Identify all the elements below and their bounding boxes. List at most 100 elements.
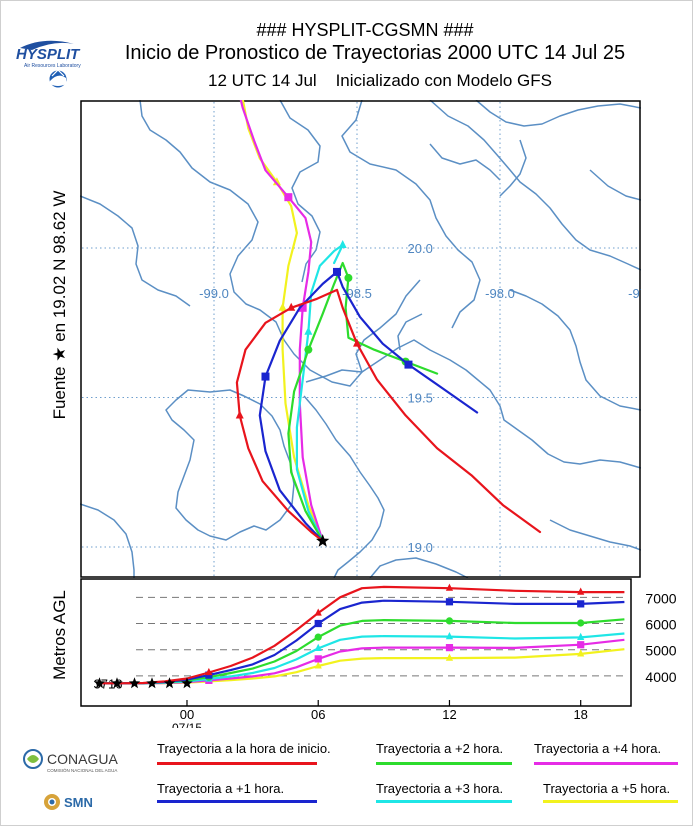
- map-lat-label: 19.0: [408, 540, 433, 555]
- map-boundary: [80, 503, 135, 578]
- source-label-container: Fuente ★ en 19.02 N 98.62 W: [40, 140, 80, 470]
- map-lat-label: 19.5: [408, 391, 433, 406]
- track-marker-t0: [287, 302, 296, 311]
- altitude-marker-t1: [205, 671, 213, 679]
- map-boundary: [369, 557, 469, 578]
- hysplit-logo: HYSPLIT Air Resources Laboratory: [14, 34, 86, 97]
- map-lon-label: -98.0: [485, 286, 515, 301]
- map-boundary: [165, 389, 295, 541]
- altitude-marker-t0: [205, 667, 213, 676]
- track-marker-t0: [235, 410, 244, 419]
- altitude-source-star: [163, 677, 176, 689]
- altitude-marker-t0: [314, 608, 322, 616]
- altitude-marker-t1: [445, 598, 454, 606]
- map-boundary: [305, 339, 641, 469]
- altitude-source-star: [128, 677, 141, 689]
- track-marker-t3: [304, 326, 313, 335]
- altitude-ytick-label: 4000: [645, 669, 676, 685]
- map-boundary: [303, 395, 385, 578]
- hysplit-logo-subtext: Air Resources Laboratory: [24, 63, 81, 69]
- altitude-marker-t3: [577, 632, 585, 641]
- altitude-marker-t3: [314, 643, 322, 652]
- altitude-ytick-label: 5000: [645, 643, 676, 659]
- altitude-source-star: [181, 677, 193, 689]
- altitude-line-t4: [99, 638, 625, 685]
- map-boundary: [397, 313, 423, 351]
- map-gridlines: [80, 100, 641, 578]
- altitude-ytick-label: 6000: [645, 617, 676, 633]
- map-boundary: [341, 100, 481, 329]
- title-line-1: ### HYSPLIT-CGSMN ###: [256, 20, 474, 40]
- legend-label-t0: Trayectoria a la hora de inicio.: [157, 741, 331, 756]
- map-boundary: [475, 100, 641, 127]
- altitude-marker-t4: [577, 641, 585, 649]
- track-line-t4: [239, 100, 324, 543]
- map-source-star: [316, 534, 330, 547]
- trajectory-map: -99.0-98.5-98.0-97.520.019.519.0: [80, 100, 641, 578]
- trajectory-tracks: [235, 100, 542, 547]
- smn-logo: SMN: [40, 788, 110, 823]
- altitude-marker-t1: [577, 600, 585, 608]
- altitude-marker-t2: [577, 619, 585, 627]
- map-grid-labels: -99.0-98.5-98.0-97.520.019.519.0: [199, 241, 641, 555]
- track-line-t0: [235, 288, 542, 543]
- altitude-marker-t0: [577, 587, 585, 595]
- track-marker-t3: [338, 240, 347, 249]
- track-marker-t1: [332, 267, 341, 276]
- altitude-xtick-label: 06: [311, 707, 325, 722]
- altitude-xdate-label: 07/15: [172, 721, 202, 728]
- altitude-marker-t4: [445, 644, 454, 652]
- map-boundary: [80, 195, 191, 307]
- map-boundary: [549, 519, 641, 551]
- map-boundary: [139, 100, 421, 387]
- legend-swatch-t3: [376, 800, 512, 803]
- map-lat-label: 20.0: [408, 241, 433, 256]
- track-marker-t5: [272, 177, 281, 186]
- conagua-logo-text: CONAGUA: [47, 751, 118, 767]
- legend-label-t2: Trayectoria a +2 hora.: [376, 741, 504, 756]
- legend-swatch-t4: [534, 762, 678, 765]
- map-lon-label: -97.5: [628, 286, 641, 301]
- track-line-t5: [241, 100, 324, 543]
- map-boundary: [589, 169, 641, 201]
- title-line-2: Inicio de Pronostico de Trayectorias 200…: [124, 42, 626, 64]
- map-frame: [80, 100, 641, 578]
- altitude-line-t5: [99, 648, 625, 685]
- track-marker-t4: [284, 193, 293, 202]
- altitude-source-star: [93, 677, 106, 689]
- altitude-marker-t5: [445, 653, 454, 661]
- map-boundary: [499, 139, 527, 197]
- track-marker-t5: [278, 302, 287, 311]
- altitude-gridlines: [80, 578, 632, 707]
- track-marker-t0: [353, 338, 361, 347]
- track-marker-t2: [304, 345, 313, 354]
- title-line-3: 12 UTC 14 Jul Inicializado con Modelo GF…: [208, 71, 552, 90]
- hysplit-logo-text: HYSPLIT: [16, 46, 81, 63]
- conagua-logo-subtext: COMISIÓN NACIONAL DEL AGUA: [47, 767, 117, 773]
- altitude-source-star: [146, 677, 158, 689]
- altitude-marker-t2: [445, 617, 454, 625]
- legend-label-t5: Trayectoria a +5 hora.: [543, 781, 671, 796]
- source-label: Fuente ★ en 19.02 N 98.62 W: [50, 190, 69, 420]
- altitude-marker-t1: [314, 619, 322, 628]
- track-marker-t2: [344, 273, 353, 282]
- map-boundaries: [80, 100, 641, 578]
- altitude-ytick-label: 7000: [645, 590, 676, 606]
- map-lon-label: -99.0: [199, 286, 229, 301]
- altitude-xtick-label: 12: [442, 707, 456, 722]
- altitude-line-t0: [99, 585, 625, 685]
- altitude-marker-t0: [445, 583, 454, 591]
- legend-swatch-t1: [157, 800, 317, 803]
- altitude-lines: [93, 583, 625, 689]
- track-line-t2: [287, 261, 439, 543]
- track-marker-t1: [261, 372, 270, 381]
- altitude-frame: [80, 578, 632, 707]
- conagua-logo: CONAGUA COMISIÓN NACIONAL DEL AGUA: [20, 745, 140, 784]
- altitude-marker-t4: [314, 655, 322, 663]
- map-boundary: [509, 289, 641, 411]
- altitude-line-t2: [99, 618, 625, 685]
- legend-swatch-t0: [157, 762, 317, 765]
- map-boundary: [429, 143, 501, 181]
- altitude-marker-t3: [445, 632, 454, 640]
